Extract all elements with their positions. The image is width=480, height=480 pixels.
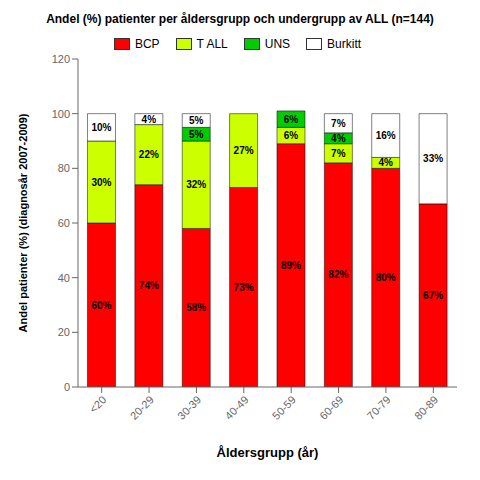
html-text:UNS: UNS	[264, 37, 291, 51]
svg-text:70-79: 70-79	[364, 393, 392, 421]
svg-text:6%: 6%	[284, 130, 299, 141]
svg-text:82%: 82%	[328, 269, 348, 280]
svg-text:30%: 30%	[91, 177, 111, 188]
svg-text:7%: 7%	[331, 148, 346, 159]
svg-text:30-39: 30-39	[175, 393, 203, 421]
svg-text:60: 60	[58, 217, 70, 229]
svg-text:80: 80	[58, 162, 70, 174]
svg-text:Andel patienter (%) (diagnosår: Andel patienter (%) (diagnosår 2007-2009…	[17, 113, 29, 332]
html-text:Burkitt: Burkitt	[327, 37, 362, 51]
svg-text:120: 120	[52, 53, 70, 65]
svg-text:22%: 22%	[139, 149, 159, 160]
svg-text:4%: 4%	[331, 133, 346, 144]
svg-text:60%: 60%	[91, 300, 111, 311]
svg-text:50-59: 50-59	[270, 393, 298, 421]
svg-text:27%: 27%	[234, 145, 254, 156]
svg-text:100: 100	[52, 108, 70, 120]
svg-text:32%: 32%	[186, 179, 206, 190]
svg-text:4%: 4%	[378, 157, 393, 168]
svg-text:4%: 4%	[142, 114, 157, 125]
svg-text:40: 40	[58, 272, 70, 284]
svg-text:16%: 16%	[376, 130, 396, 141]
html-text:BCP: BCP	[134, 37, 160, 51]
svg-text:60-69: 60-69	[317, 393, 345, 421]
svg-text:67%: 67%	[423, 290, 443, 301]
svg-text:10%: 10%	[91, 122, 111, 133]
svg-text:<20: <20	[87, 393, 109, 415]
svg-text:80%: 80%	[376, 272, 396, 283]
html-text:Andel (%) patienter per ålders: Andel (%) patienter per åldersgrupp och …	[46, 12, 434, 26]
svg-text:20-29: 20-29	[128, 393, 156, 421]
svg-text:0: 0	[64, 381, 70, 393]
svg-text:5%: 5%	[189, 129, 204, 140]
svg-text:80-89: 80-89	[412, 393, 440, 421]
svg-text:40-49: 40-49	[222, 393, 250, 421]
svg-text:73%: 73%	[234, 282, 254, 293]
svg-text:Åldersgrupp (år): Åldersgrupp (år)	[217, 445, 319, 460]
html-text:T ALL: T ALL	[196, 37, 228, 51]
svg-text:5%: 5%	[189, 115, 204, 126]
svg-text:74%: 74%	[139, 280, 159, 291]
svg-text:20: 20	[58, 326, 70, 338]
svg-text:6%: 6%	[284, 114, 299, 125]
svg-text:58%: 58%	[186, 302, 206, 313]
svg-text:33%: 33%	[423, 153, 443, 164]
svg-text:89%: 89%	[281, 260, 301, 271]
svg-text:7%: 7%	[331, 118, 346, 129]
